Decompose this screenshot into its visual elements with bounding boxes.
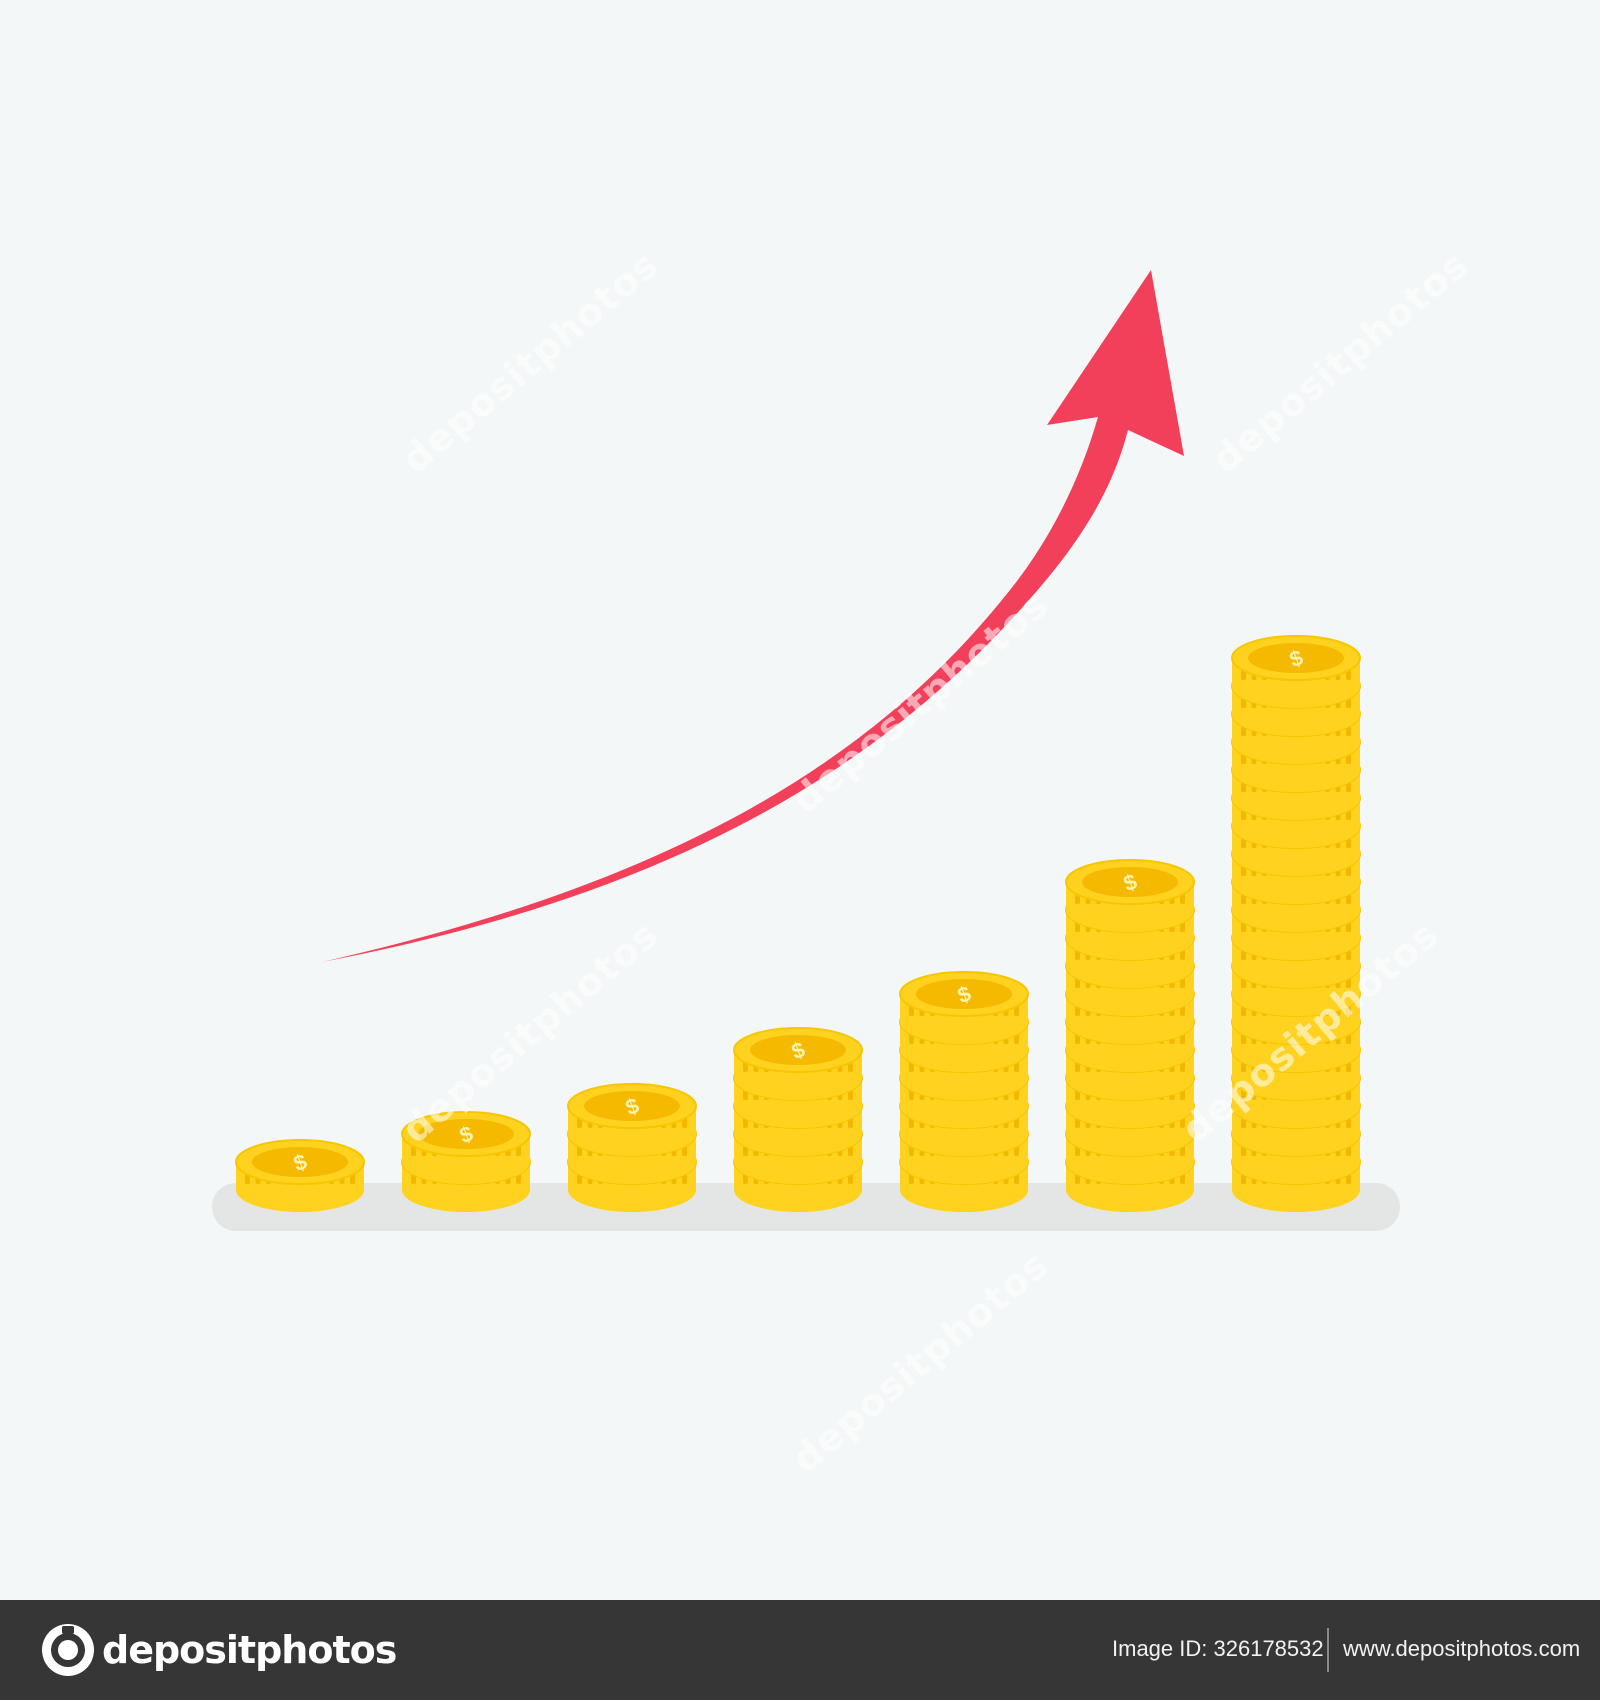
- growth-illustration: $$$$$$$: [212, 270, 1400, 1231]
- coin-top-center: [418, 1119, 514, 1149]
- coin-stack: $: [1065, 859, 1195, 1212]
- image-id-value: 326178532: [1213, 1636, 1324, 1661]
- image-id-text: Image ID: 326178532: [1112, 1636, 1324, 1662]
- image-id-label: Image ID:: [1112, 1636, 1208, 1661]
- coin-top-center: [1082, 867, 1178, 897]
- coin-top-center: [750, 1035, 846, 1065]
- growth-arrow: [322, 270, 1184, 962]
- camera-logo-icon: [42, 1624, 94, 1676]
- coin-top-center: [252, 1147, 348, 1177]
- coin-stack: $: [401, 1111, 531, 1212]
- footer-bar: depositphotos Image ID: 326178532 www.de…: [0, 1600, 1600, 1700]
- coin-top-center: [916, 979, 1012, 1009]
- coin-stack: $: [567, 1083, 697, 1212]
- brand-logo[interactable]: depositphotos: [40, 1622, 397, 1678]
- coin-stack: $: [235, 1139, 365, 1212]
- coin-top-center: [584, 1091, 680, 1121]
- coin-stack: $: [733, 1027, 863, 1212]
- site-link[interactable]: www.depositphotos.com: [1343, 1636, 1581, 1661]
- coin-top-center: [1248, 643, 1344, 673]
- coin-stack: $: [899, 971, 1029, 1212]
- coin-stacks: $$$$$$$: [235, 635, 1361, 1212]
- brand-name: depositphotos: [102, 1628, 397, 1672]
- footer-divider: [1327, 1628, 1329, 1672]
- coin-stack: $: [1231, 635, 1361, 1212]
